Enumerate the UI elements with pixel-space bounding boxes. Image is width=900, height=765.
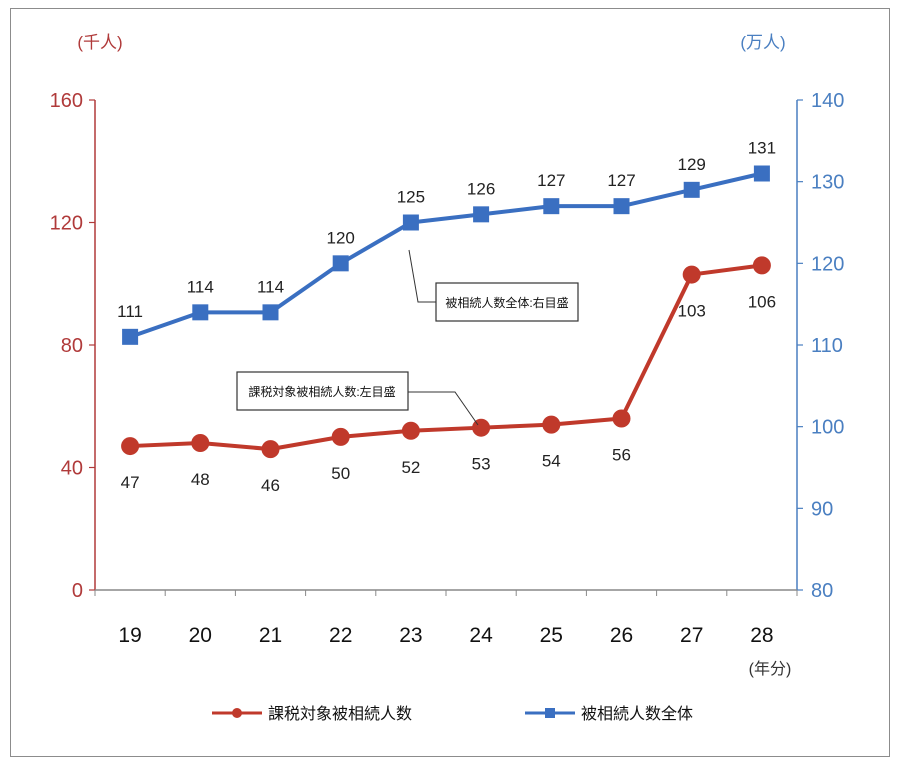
data-label: 47 (121, 473, 140, 492)
data-label: 125 (397, 188, 425, 207)
series-line-0 (130, 263, 763, 452)
data-label: 120 (327, 228, 355, 247)
x-tick-label: 28 (750, 624, 773, 647)
data-point (682, 265, 701, 284)
data-point (332, 255, 349, 272)
x-tick-label: 23 (399, 624, 422, 647)
data-label: 54 (542, 452, 561, 471)
data-point (402, 214, 419, 231)
data-label: 127 (537, 171, 565, 190)
right-tick-label: 100 (811, 417, 844, 439)
left-tick-label: 160 (50, 90, 83, 112)
data-point (752, 256, 771, 275)
data-point (122, 328, 139, 345)
data-point (261, 440, 280, 459)
data-label: 127 (607, 171, 635, 190)
left-tick-label: 120 (50, 213, 83, 235)
left-tick-label: 0 (72, 580, 83, 602)
legend-red-label: 課税対象被相続人数 (268, 705, 412, 723)
x-tick-label: 27 (680, 624, 703, 647)
right-tick-label: 120 (811, 253, 844, 275)
legend: 課税対象被相続人数 被相続人数全体 (212, 705, 693, 723)
blue-callout-label: 被相続人数全体:右目盛 (445, 295, 568, 310)
data-point (613, 198, 630, 215)
data-point (542, 415, 561, 434)
x-tick-label: 26 (610, 624, 633, 647)
right-tick-label: 140 (811, 90, 844, 112)
chart-frame (10, 8, 890, 757)
data-label: 131 (748, 139, 776, 158)
right-tick-label: 80 (811, 580, 833, 602)
x-tick-label: 25 (540, 624, 563, 647)
data-point (472, 418, 491, 437)
data-label: 114 (257, 277, 284, 296)
x-tick-label: 21 (259, 624, 282, 647)
data-label: 111 (117, 302, 143, 321)
left-tick-label: 80 (61, 335, 83, 357)
right-axis-unit: (万人) (740, 33, 785, 52)
data-label: 50 (331, 464, 350, 483)
data-label: 129 (678, 155, 706, 174)
blue-callout-box (435, 282, 579, 322)
legend-blue-label: 被相続人数全体 (581, 705, 693, 723)
red-callout: 課税対象被相続人数:左目盛 (236, 371, 479, 426)
x-axis-unit: (年分) (749, 660, 792, 678)
blue-callout-leader (408, 249, 436, 303)
data-point (331, 427, 350, 446)
right-tick-label: 130 (811, 172, 844, 194)
blue-callout: 被相続人数全体:右目盛 (408, 249, 579, 322)
right-tick-label: 90 (811, 498, 833, 520)
x-tick-label: 19 (118, 624, 141, 647)
left-axis-unit: (千人) (77, 33, 122, 52)
data-label: 52 (401, 458, 420, 477)
red-callout-label: 課税対象被相続人数:左目盛 (248, 384, 395, 399)
legend-blue-marker (545, 708, 555, 718)
red-callout-box (236, 371, 409, 411)
data-label: 56 (612, 446, 631, 465)
x-tick-label: 20 (189, 624, 212, 647)
data-label: 46 (261, 476, 280, 495)
data-point (191, 434, 210, 452)
x-tick-label: 24 (469, 624, 493, 647)
data-point (262, 304, 279, 321)
data-point (121, 437, 140, 456)
data-point (473, 206, 490, 223)
series-line-1 (129, 171, 763, 339)
data-label: 126 (467, 179, 495, 198)
legend-red-marker (232, 708, 242, 718)
data-label: 114 (187, 277, 214, 296)
data-point (543, 198, 560, 215)
left-tick-label: 40 (61, 458, 83, 480)
red-callout-leader (408, 391, 479, 426)
data-label: 106 (748, 292, 776, 311)
data-point (753, 165, 770, 182)
data-label: 48 (191, 470, 210, 489)
x-tick-label: 22 (329, 624, 352, 647)
right-tick-label: 110 (811, 335, 843, 357)
data-point (612, 409, 631, 428)
data-point (683, 181, 700, 198)
data-label: 53 (472, 455, 491, 474)
data-point (401, 421, 420, 440)
data-label: 103 (678, 302, 706, 321)
data-point (192, 304, 209, 321)
